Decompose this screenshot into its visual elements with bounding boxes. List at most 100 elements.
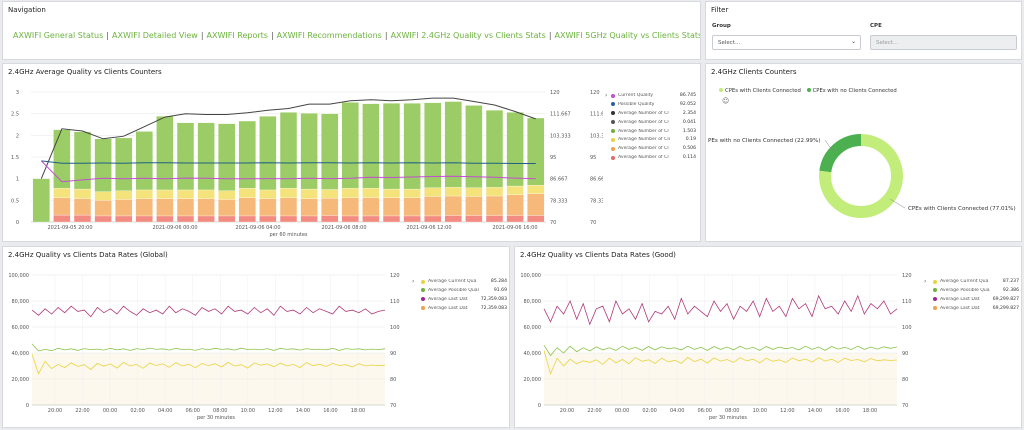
- bar-segment: [300, 215, 318, 223]
- bar-segment: [32, 178, 50, 223]
- bar-segment: [362, 103, 380, 189]
- donut-slice: [819, 134, 862, 173]
- y-tick-label: 40,000: [524, 351, 542, 357]
- legend-item[interactable]: Average Number of Cl 0.041: [610, 120, 698, 129]
- bar-segment: [506, 185, 524, 195]
- donut-slice: [819, 134, 903, 218]
- bar-segment: [485, 195, 504, 216]
- legend-item[interactable]: Average Last Dat 69,299.827: [932, 297, 1021, 306]
- nav-link-5ghz-stats[interactable]: AXWIFI 5GHz Quality vs Clients Stats: [554, 31, 701, 40]
- bar-segment: [176, 198, 195, 217]
- cpe-select[interactable]: Select...: [870, 35, 1017, 50]
- x-tick-label: 00:00: [103, 408, 117, 414]
- x-axis-label: per 30 minutes: [197, 415, 235, 421]
- qvc-counters-chart: 0 0.5 1 1.5 2 2.5 3 70 70 78.333 78.333 86.667 86.66…: [11, 90, 603, 238]
- bar-segment: [115, 199, 133, 217]
- x-tick-label: 18:00: [863, 408, 877, 414]
- legend-item-with-clients[interactable]: CPEs with Clients Connected: [719, 88, 801, 94]
- clients-donut-chart: PEs with no Clients Connected (22.99%) CP…: [708, 134, 1016, 218]
- legend-item[interactable]: Average Current Qua 85.284: [420, 279, 509, 288]
- bar-segment: [300, 188, 318, 199]
- y-tick-label: 0: [538, 403, 541, 409]
- bar-segment: [321, 113, 339, 190]
- legend-label: Average Number of Cli: [618, 137, 670, 143]
- qvc-counters-title: 2.4GHz Average Quality vs Clients Counte…: [8, 68, 162, 76]
- nav-separator: |: [270, 31, 274, 40]
- y2-tick-label: 80: [902, 377, 908, 383]
- legend-swatch: [933, 288, 937, 293]
- y2-tick-label: 70: [590, 220, 596, 226]
- legend-value: 72,359.083: [480, 305, 507, 311]
- bar-segment: [444, 215, 462, 223]
- legend-label: CPEs with no Clients Connected: [812, 88, 897, 94]
- bar-segment: [94, 138, 112, 192]
- legend-label: Current Quality: [618, 93, 654, 98]
- nav-link-detailed-view[interactable]: AXWIFI Detailed View: [112, 31, 198, 40]
- bar-segment: [115, 215, 133, 223]
- y-tick-label: 80,000: [524, 299, 542, 305]
- legend-item[interactable]: Average Possible Qual 91.69: [420, 288, 509, 297]
- nav-separator: |: [384, 31, 388, 40]
- legend-item[interactable]: Average Number of Cli 0.19: [610, 137, 698, 146]
- legend-expand-icon[interactable]: ›: [924, 278, 927, 285]
- x-tick-label: 16:00: [323, 408, 337, 414]
- legend-value: 72,359.083: [480, 296, 507, 302]
- legend-value: 86.745: [679, 93, 696, 98]
- legend-item[interactable]: Average Last Dat 69,299.827: [932, 306, 1021, 315]
- navigation-title: Navigation: [8, 6, 46, 14]
- bar-segment: [321, 198, 339, 216]
- legend-swatch: [421, 306, 425, 311]
- bar-segment: [279, 197, 298, 217]
- legend-item[interactable]: Average Current Qua 87.237: [932, 279, 1021, 288]
- legend-item[interactable]: Average Number of Cl 2.354: [610, 111, 698, 120]
- rates-global-chart: 0 20,000 40,000 60,000 80,000 100,000 70 80 90 10…: [8, 273, 400, 421]
- bar-segment: [279, 112, 298, 189]
- bar-segment: [176, 122, 195, 191]
- legend-item-no-clients[interactable]: CPEs with no Clients Connected: [806, 88, 897, 94]
- legend-item[interactable]: Possible Quality 92.052: [610, 102, 698, 111]
- legend-item[interactable]: Average Number of Cl 0.506: [610, 146, 698, 155]
- rates-global-title: 2.4GHz Quality vs Clients Data Rates (Gl…: [8, 251, 168, 259]
- bar-segment: [259, 116, 277, 191]
- legend-item[interactable]: Average Last Dat 72,359.083: [420, 306, 509, 315]
- legend-expand-icon[interactable]: ›: [605, 92, 608, 99]
- y-tick-label: 20,000: [12, 377, 30, 383]
- legend-value: 2.354: [682, 110, 696, 116]
- bar-segment: [506, 215, 524, 223]
- group-select[interactable]: Select... ⌄: [712, 35, 861, 50]
- x-tick-label: 00:00: [615, 408, 629, 414]
- legend-item[interactable]: Average Possible Qua 92.386: [932, 288, 1021, 297]
- legend-expand-icon[interactable]: ›: [412, 278, 415, 285]
- bar-segment: [321, 189, 339, 199]
- bar-segment: [197, 189, 215, 199]
- bar-segment: [362, 197, 380, 217]
- y-tick-label: 0: [26, 403, 29, 409]
- nav-link-reports[interactable]: AXWIFI Reports: [206, 31, 268, 40]
- legend-settings-icon[interactable]: ☺: [722, 97, 730, 105]
- series-line: [543, 350, 898, 376]
- legend-item[interactable]: Average Last Dat 72,359.083: [420, 297, 509, 306]
- bar-segment: [73, 214, 92, 223]
- y2-tick-label: 70: [902, 403, 908, 409]
- pie-legend: CPEs with Clients Connected CPEs with no…: [719, 88, 897, 94]
- legend-swatch: [933, 306, 937, 311]
- legend-value: 0.041: [682, 119, 696, 125]
- y-tick-label: 60,000: [12, 325, 30, 331]
- x-tick-label: 02:00: [642, 408, 656, 414]
- legend-item[interactable]: Current Quality 86.745: [610, 93, 698, 102]
- nav-link-24ghz-stats[interactable]: AXWIFI 2.4GHz Quality vs Clients Stats: [390, 31, 546, 40]
- nav-link-general-status[interactable]: AXWIFI General Status: [13, 31, 104, 40]
- x-axis-label: per 60 minutes: [269, 232, 307, 238]
- bar-segment: [279, 188, 298, 198]
- x-tick-label: 20:00: [560, 408, 574, 414]
- legend-value: 0.19: [685, 137, 696, 143]
- bar-segment: [156, 198, 174, 217]
- bar-segment: [73, 131, 92, 190]
- nav-link-recommendations[interactable]: AXWIFI Recommendations: [276, 31, 382, 40]
- legend-value: 69,299.827: [992, 296, 1019, 302]
- x-tick-label: 2021-09-06 00:00: [152, 225, 197, 231]
- legend-item[interactable]: Average Number of Cl 0.114: [610, 155, 698, 164]
- y2-tick-label: 100: [390, 325, 400, 331]
- bar-segment: [527, 185, 545, 194]
- legend-item[interactable]: Average Number of Cl 1.503: [610, 129, 698, 138]
